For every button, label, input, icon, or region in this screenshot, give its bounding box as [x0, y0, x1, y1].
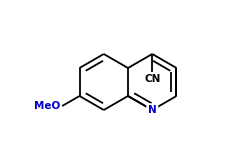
Text: CN: CN [144, 74, 160, 84]
Text: N: N [148, 105, 157, 115]
Text: MeO: MeO [34, 101, 60, 111]
